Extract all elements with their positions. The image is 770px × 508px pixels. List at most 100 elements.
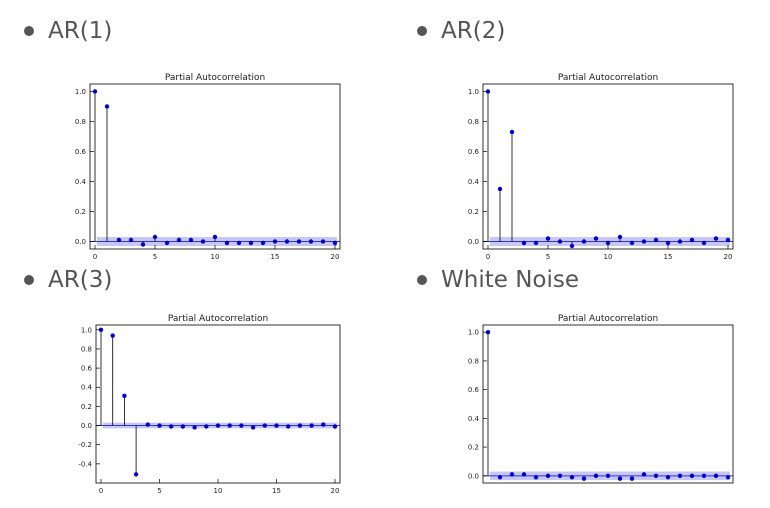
marker-lag-20 bbox=[725, 475, 731, 480]
bullet-ar2: AR(2) bbox=[393, 18, 505, 44]
heading-ar3: AR(3) bbox=[48, 267, 113, 293]
marker-lag-8 bbox=[192, 425, 197, 430]
marker-lag-12 bbox=[629, 240, 635, 246]
marker-lag-5 bbox=[545, 236, 551, 241]
y-tick-label: 0.4 bbox=[468, 178, 480, 186]
x-tick-label: 5 bbox=[546, 253, 550, 261]
marker-lag-16 bbox=[284, 239, 290, 244]
marker-lag-11 bbox=[227, 423, 232, 428]
bullet-ar1: AR(1) bbox=[0, 18, 112, 44]
panel-ar1: AR(1) Partial Autocorrelation 0.0 0.2 0.4 0.… bbox=[0, 18, 341, 261]
marker-lag-8 bbox=[188, 237, 194, 243]
y-tick-label: 0.6 bbox=[81, 365, 93, 373]
x-tick-label: 10 bbox=[211, 253, 220, 261]
marker-lag-16 bbox=[286, 424, 291, 429]
marker-lag-19 bbox=[321, 422, 326, 427]
x-tick-label: 20 bbox=[331, 253, 340, 261]
y-tick-label: -0.2 bbox=[78, 441, 92, 449]
marker-lag-13 bbox=[641, 472, 647, 477]
marker-lag-17 bbox=[689, 473, 695, 479]
marker-lag-13 bbox=[641, 239, 647, 244]
pacf-chart-white-noise: Partial Autocorrelation 0.0 0.2 0.4 0.6 0.8 1.… bbox=[468, 314, 734, 484]
y-tick-label: 0.6 bbox=[468, 148, 480, 156]
y-tick-label: 0.8 bbox=[75, 118, 86, 126]
chart-title: Partial Autocorrelation bbox=[165, 73, 265, 83]
marker-lag-18 bbox=[309, 423, 314, 428]
marker-lag-6 bbox=[169, 424, 174, 429]
marker-lag-15 bbox=[274, 423, 279, 428]
heading-white-noise: White Noise bbox=[441, 267, 579, 293]
marker-lag-6 bbox=[557, 239, 563, 244]
marker-lag-14 bbox=[260, 240, 266, 246]
marker-lag-12 bbox=[236, 240, 242, 246]
marker-lag-10 bbox=[215, 423, 221, 428]
marker-lag-1 bbox=[497, 475, 503, 480]
chart-title: Partial Autocorrelation bbox=[558, 73, 658, 83]
marker-lag-5 bbox=[152, 234, 158, 240]
panel-ar3: AR(3) Partial Autocorrelation -0.4 -0.2 0.0… bbox=[0, 267, 341, 507]
marker-lag-10 bbox=[605, 240, 611, 246]
x-tick-label: 10 bbox=[214, 487, 223, 495]
marker-lag-18 bbox=[701, 473, 707, 479]
marker-lag-0 bbox=[92, 89, 98, 94]
marker-lag-0 bbox=[485, 329, 491, 335]
y-tick-label: 0.4 bbox=[468, 415, 480, 423]
chart-title: Partial Autocorrelation bbox=[558, 314, 658, 324]
marker-lag-19 bbox=[320, 239, 326, 244]
marker-lag-3 bbox=[521, 240, 527, 246]
marker-lag-7 bbox=[180, 424, 186, 429]
y-tick-label: 0.8 bbox=[468, 357, 479, 365]
y-tick-label: 0.2 bbox=[468, 208, 479, 216]
marker-lag-2 bbox=[116, 237, 122, 243]
x-tick-label: 15 bbox=[664, 253, 673, 261]
marker-lag-11 bbox=[617, 234, 623, 240]
marker-lag-11 bbox=[617, 476, 623, 481]
y-tick-label: 1.0 bbox=[468, 88, 479, 96]
x-tick-label: 20 bbox=[724, 253, 733, 261]
marker-lag-20 bbox=[725, 237, 731, 243]
x-tick-label: 10 bbox=[604, 253, 613, 261]
marker-lag-3 bbox=[133, 472, 139, 477]
plot-frame bbox=[95, 324, 341, 484]
marker-lag-14 bbox=[653, 473, 659, 479]
marker-lag-14 bbox=[653, 237, 659, 243]
marker-lag-15 bbox=[665, 475, 671, 480]
bullet-dot-icon bbox=[417, 26, 427, 36]
pacf-chart-ar1: Partial Autocorrelation 0.0 0.2 0.4 0.6 0.8 1.… bbox=[75, 73, 341, 261]
marker-lag-18 bbox=[308, 239, 314, 244]
marker-lag-0 bbox=[485, 89, 491, 94]
marker-lag-2 bbox=[122, 393, 127, 399]
marker-lag-9 bbox=[200, 239, 206, 244]
marker-lag-3 bbox=[128, 237, 134, 243]
bullet-dot-icon bbox=[24, 275, 34, 285]
panel-ar2: AR(2) Partial Autocorrelation 0.0 0.2 0.4 0.… bbox=[393, 18, 734, 261]
y-tick-label: 0.2 bbox=[81, 403, 92, 411]
marker-lag-1 bbox=[110, 333, 115, 338]
marker-lag-10 bbox=[605, 473, 611, 479]
y-tick-label: 0.2 bbox=[468, 444, 479, 452]
marker-lag-14 bbox=[262, 423, 267, 428]
bullet-white-noise: White Noise bbox=[393, 267, 579, 293]
pacf-chart-ar2: Partial Autocorrelation 0.0 0.2 0.4 0.6 0.8 1.… bbox=[468, 73, 734, 261]
x-tick-label: 15 bbox=[271, 253, 280, 261]
y-tick-label: 0.0 bbox=[75, 238, 86, 246]
y-tick-label: 0.6 bbox=[468, 386, 480, 394]
marker-lag-2 bbox=[509, 472, 515, 477]
marker-lag-6 bbox=[557, 473, 563, 479]
x-tick-label: 0 bbox=[486, 253, 490, 261]
y-tick-label: 0.2 bbox=[75, 208, 86, 216]
y-tick-label: 0.0 bbox=[468, 472, 479, 480]
y-tick-label: 0.6 bbox=[75, 148, 87, 156]
marker-lag-5 bbox=[157, 423, 162, 428]
marker-lag-3 bbox=[521, 472, 527, 477]
bullet-dot-icon bbox=[24, 26, 34, 36]
marker-lag-19 bbox=[713, 473, 719, 479]
x-tick-label: 0 bbox=[93, 253, 97, 261]
marker-lag-17 bbox=[689, 237, 695, 243]
marker-lag-0 bbox=[98, 327, 104, 332]
marker-lag-2 bbox=[509, 129, 515, 135]
marker-lag-4 bbox=[533, 240, 539, 246]
y-tick-label: 1.0 bbox=[468, 329, 479, 337]
chart-title: Partial Autocorrelation bbox=[168, 314, 268, 324]
y-tick-label: 0.4 bbox=[81, 384, 93, 392]
